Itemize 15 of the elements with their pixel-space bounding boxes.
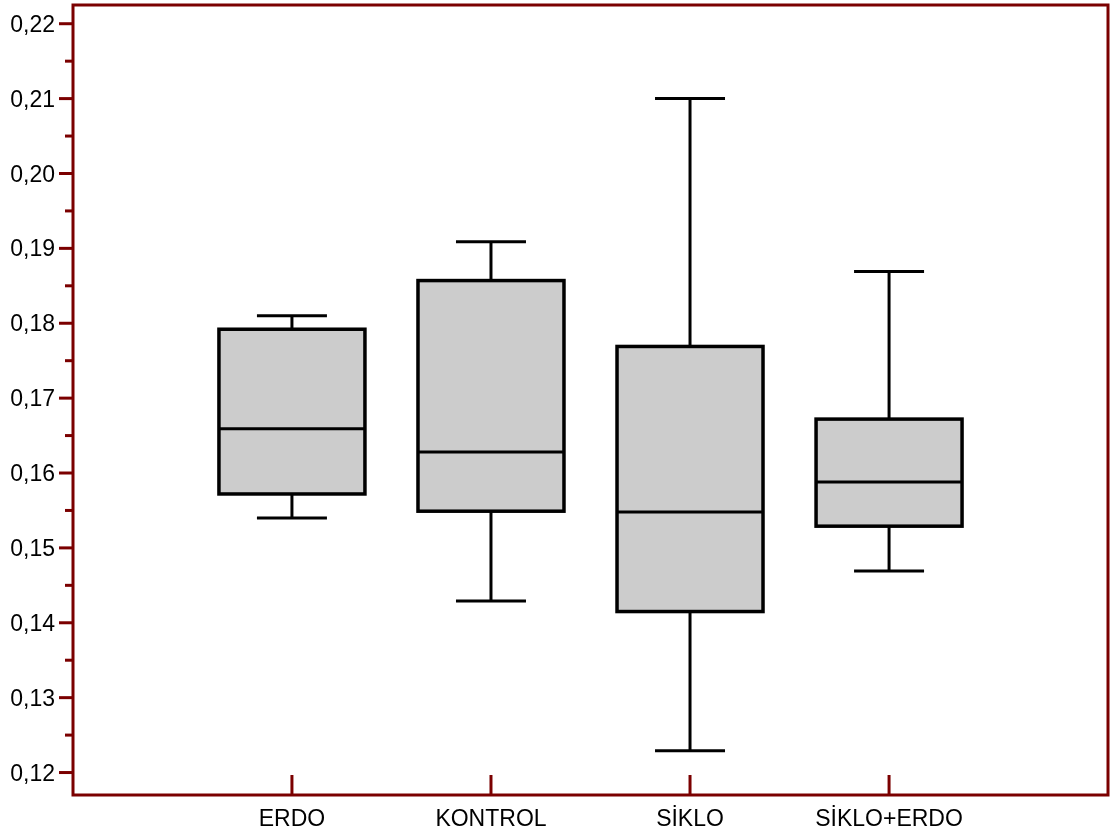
y-tick-label: 0,19 [10,235,55,262]
y-tick-label: 0,15 [10,534,55,561]
y-tick-label: 0,21 [10,85,55,112]
x-tick-label: SİKLO [656,805,724,831]
y-tick-label: 0,20 [10,160,55,187]
y-tick-label: 0,17 [10,385,55,412]
y-tick-label: 0,18 [10,310,55,337]
y-tick-label: 0,16 [10,460,55,487]
x-tick-label: KONTROL [435,805,547,831]
y-tick-label: 0,14 [10,609,56,636]
x-tick-label: SİKLO+ERDO [815,805,963,831]
y-tick-label: 0,13 [10,684,55,711]
y-tick-label: 0,22 [10,10,55,37]
x-tick-label: ERDO [258,805,326,831]
y-tick-label: 0,12 [10,759,55,786]
